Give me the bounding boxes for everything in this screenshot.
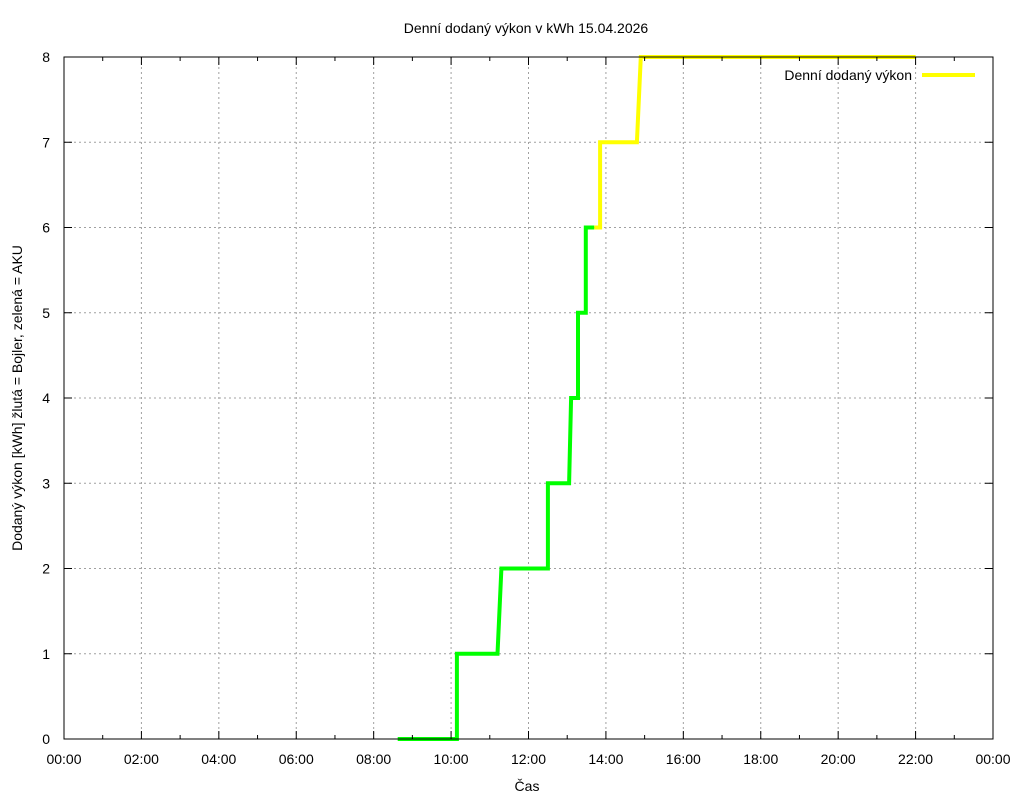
y-tick-label: 5 (42, 305, 50, 321)
legend: Denní dodaný výkon (784, 67, 975, 83)
y-tick-label: 0 (42, 731, 50, 747)
y-tick-label: 8 (42, 49, 50, 65)
legend-label: Denní dodaný výkon (784, 67, 912, 83)
axis-ticks: 00:00 02:00 04:00 06:00 08:00 10:00 12:00 14:00… (42, 49, 1011, 767)
x-tick-label: 12:00 (511, 751, 546, 767)
x-tick-label: 10:00 (434, 751, 469, 767)
y-tick-label: 6 (42, 220, 50, 236)
chart-title: Denní dodaný výkon v kWh 15.04.2026 (404, 20, 649, 36)
x-tick-label: 02:00 (124, 751, 159, 767)
y-tick-label: 2 (42, 561, 50, 577)
x-tick-label: 00:00 (975, 751, 1010, 767)
x-axis-label: Čas (515, 778, 540, 794)
y-tick-label: 7 (42, 134, 50, 150)
x-tick-label: 00:00 (46, 751, 81, 767)
x-tick-label: 20:00 (821, 751, 856, 767)
x-tick-label: 08:00 (356, 751, 391, 767)
x-tick-label: 14:00 (588, 751, 623, 767)
x-tick-label: 18:00 (743, 751, 778, 767)
x-tick-label: 16:00 (666, 751, 701, 767)
x-tick-label: 06:00 (279, 751, 314, 767)
grid (64, 57, 993, 739)
y-tick-label: 1 (42, 646, 50, 662)
y-tick-label: 4 (42, 390, 50, 406)
y-tick-label: 3 (42, 475, 50, 491)
x-tick-label: 04:00 (201, 751, 236, 767)
x-tick-label: 22:00 (898, 751, 933, 767)
y-axis-label: Dodaný výkon [kWh] žlutá = Bojler, zelen… (9, 245, 25, 551)
series-line-0 (397, 225, 595, 741)
